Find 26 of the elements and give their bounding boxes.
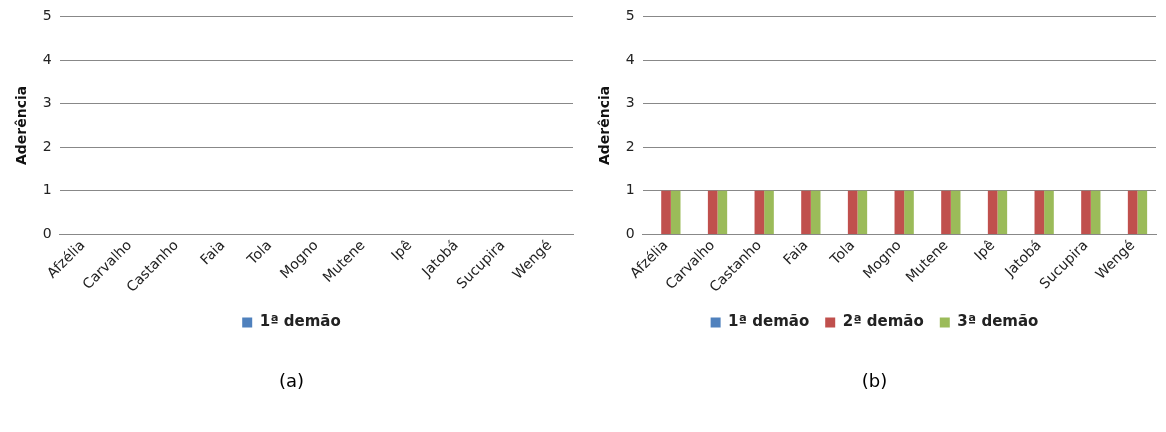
x-tick-label: Ipê: [970, 236, 998, 264]
legend-label: 3ª demão: [957, 312, 1039, 331]
y-axis-title: Aderência: [596, 85, 613, 166]
x-tick-label: Tola: [826, 236, 858, 269]
y-tick-label: 0: [625, 225, 635, 242]
y-tick-label: 1: [42, 181, 52, 198]
y-tick-label: 5: [625, 7, 635, 24]
y-tick-label: 5: [42, 7, 52, 24]
y-tick-label: 2: [625, 137, 635, 154]
y-tick-label: 4: [625, 50, 635, 67]
x-tick-label: Faia: [779, 236, 811, 268]
y-tick-label: 3: [625, 94, 635, 111]
y-axis-title: Aderência: [13, 85, 30, 166]
y-tick-label: 4: [42, 50, 52, 67]
y-tick-label: 2: [42, 137, 52, 154]
x-tick-label: Ipê: [387, 236, 415, 264]
text: (b): [860, 370, 889, 391]
x-tick-label: Tola: [243, 236, 275, 269]
legend-label: 1ª demão: [259, 312, 341, 331]
y-tick-label: 1: [625, 181, 635, 198]
y-tick-label: 3: [42, 94, 52, 111]
text: (a): [277, 370, 306, 391]
legend-label: 1ª demão: [728, 312, 810, 331]
legend-label: 2ª demão: [842, 312, 924, 331]
y-tick-label: 0: [42, 225, 52, 242]
x-tick-label: Faia: [196, 236, 228, 268]
